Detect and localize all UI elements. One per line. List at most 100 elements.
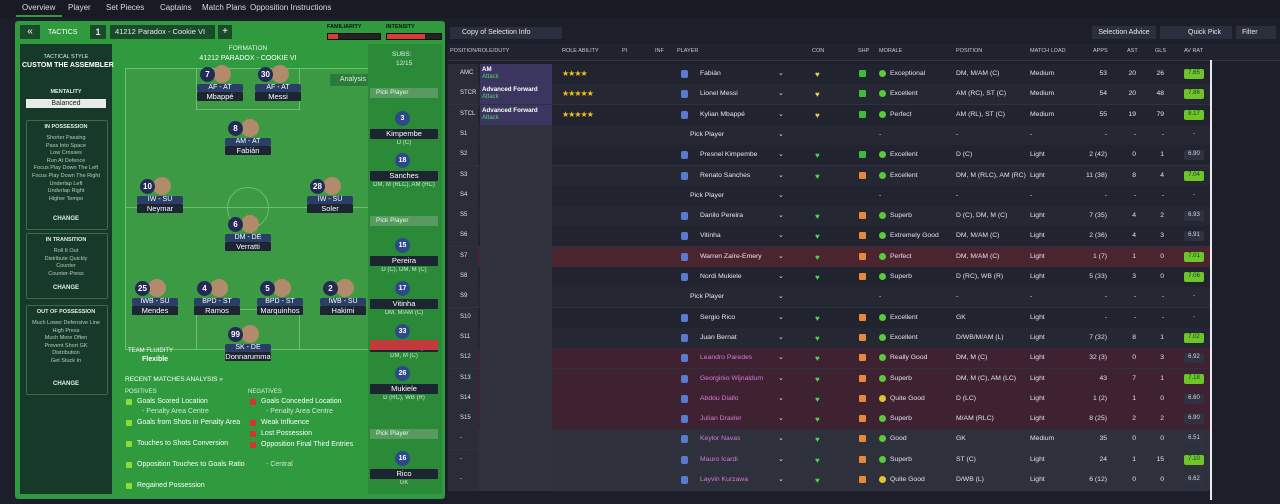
filter[interactable]: Filter [1236,26,1276,39]
row-pos: S11 [460,333,471,340]
row-player[interactable]: Warren Zaïre-Emery [700,252,762,260]
row-pos: S7 [460,252,468,259]
player-number: 7 [200,67,215,82]
tab[interactable]: Set Pieces [106,3,145,12]
analysis-button[interactable]: Analysis [330,74,368,86]
tab[interactable]: Captains [160,3,192,12]
sharpness-icon [859,90,866,98]
row-ast: 0 [1132,354,1136,362]
row-position: D (C) [956,151,973,159]
player-dropdown: ⌄ [778,70,784,77]
row-player[interactable]: Renato Sanches [700,171,751,179]
row-pos: S3 [460,171,468,178]
sub-pick[interactable]: Pick Player [370,215,438,226]
player-name[interactable]: Ramos [194,306,240,315]
quick-pick[interactable]: Quick Pick [1160,26,1232,39]
role-cell [480,165,552,186]
analysis-item: Weak Influence [261,419,310,426]
change-button[interactable]: CHANGE [52,381,79,387]
sharpness-icon [859,435,866,443]
row-morale: - [879,191,882,199]
sub-name[interactable]: Pereira [370,256,438,267]
sub-position: DM, M (C) [390,352,418,359]
row-player[interactable]: Nordi Mukiele [700,273,742,280]
player-name[interactable]: Hakimi [320,306,366,315]
row-player[interactable]: Vitinha [700,232,721,240]
change-button[interactable]: CHANGE [52,216,79,222]
sub-pick[interactable]: Pick Player [370,88,438,98]
sub-pick[interactable]: Pick Player [370,428,438,439]
copy-select[interactable]: Copy of Selection Info [450,27,562,39]
player-name[interactable]: Fabián [225,146,271,155]
column-header: CON [812,48,825,54]
player-role: IW - SU [307,196,353,204]
mentality-select[interactable]: Balanced [26,99,106,108]
player-number: 99 [228,327,243,342]
row-player[interactable]: Presnel Kimpembe [700,151,758,159]
row-gls: 2 [1160,212,1164,220]
player-name[interactable]: Marquinhos [257,306,303,315]
player-name[interactable]: Donnarumma [225,352,271,361]
analysis-icon [250,420,256,426]
selection-advice[interactable]: Selection Advice [1092,26,1156,39]
player-name[interactable]: Neymar [137,204,183,213]
row-player[interactable]: Abdou Diallo [700,394,739,402]
player-face [273,279,291,297]
sub-name[interactable]: Mukiele [370,384,438,395]
player-name[interactable]: Verratti [225,242,271,251]
row-player[interactable]: Fabián [700,70,721,77]
row-player[interactable]: Sergio Rico [700,313,736,321]
change-button[interactable]: CHANGE [52,285,79,291]
sub-name[interactable]: Kimpembe [370,128,438,139]
sub-name[interactable]: Vitinha [370,299,438,309]
morale-icon [879,232,886,240]
condition-heart: ♥ [815,151,820,161]
sub-name[interactable]: Rico [370,469,438,480]
tactic-select[interactable]: 41212 Paradox - Cookie VI [110,25,215,39]
row-player[interactable]: Leandro Paredes [700,354,753,362]
row-morale: Superb [890,212,912,220]
row-player[interactable]: Juan Bernat [700,333,737,341]
sub-number: 3 [395,110,410,126]
player-number: 28 [310,179,325,194]
position-cell [448,84,478,105]
row-position: D (RC), WB (R) [956,273,1004,280]
row-apps: 1 (2) [1093,394,1107,402]
rating-badge [1184,353,1204,364]
row-player[interactable]: Kylian Mbappé [700,110,745,118]
player-role: IWB - SU [132,298,178,306]
tab[interactable]: Match Plans [202,3,247,12]
row-pos: S14 [460,394,471,401]
tab[interactable]: Player [68,3,91,12]
tab[interactable]: Overview [22,3,56,12]
row-player[interactable]: Lionel Messi [700,90,738,98]
row-player[interactable]: Pick Player [690,191,724,199]
player-face [153,177,171,195]
role-cell [480,64,552,84]
tab[interactable]: Opposition Instructions [250,3,332,12]
row-player[interactable]: Danilo Pereira [700,212,744,220]
row-player[interactable]: Julian Draxler [700,415,742,423]
row-player[interactable]: Pick Player [690,130,724,138]
player-name[interactable]: Messi [255,92,301,101]
player-name[interactable]: Mbappé [197,92,243,101]
row-rating: - [1193,313,1195,320]
row-player[interactable]: Layvin Kurzawa [700,476,748,483]
position-cell [448,64,478,84]
player-name[interactable]: Soler [307,204,353,213]
sub-name[interactable]: Sanches [370,171,438,182]
row-pos: S5 [460,212,468,219]
analysis-item: Opposition Final Third Entries [261,441,354,448]
position-cell [448,124,478,145]
role-cell [480,206,552,227]
player-name[interactable]: Mendes [132,306,178,315]
row-player[interactable]: Keylor Navas [700,435,741,443]
familiarity-label: FAMILIARITY [327,24,362,30]
formation-name: 41212 PARADOX - COOKIE VI [199,55,297,62]
rating-badge [1184,89,1204,100]
row-player[interactable]: Mauro Icardi [700,455,738,463]
player-face [271,65,289,83]
row-player[interactable]: Georginio Wijnaldum [700,374,764,382]
row-player[interactable]: Pick Player [690,293,724,301]
row-load: Light [1030,313,1045,321]
